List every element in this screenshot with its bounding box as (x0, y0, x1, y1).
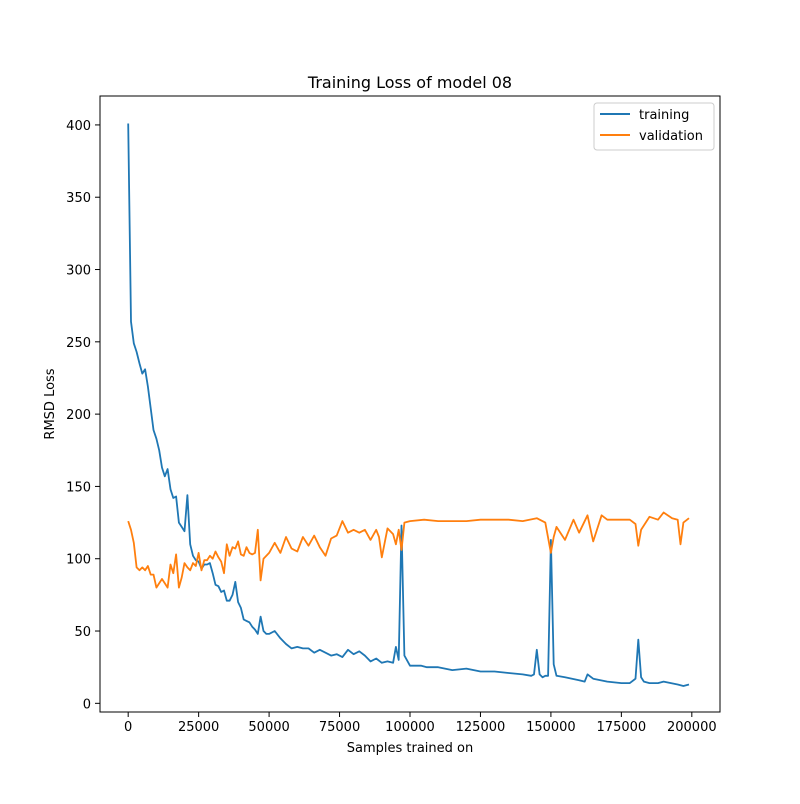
y-tick-label: 100 (66, 553, 91, 568)
series-layer (127, 123, 690, 687)
series-line-training (127, 123, 690, 687)
x-tick-label: 200000 (667, 720, 717, 735)
y-axis: 0 50 100 150 200 250 300 350 400 (66, 119, 100, 712)
y-tick-label: 150 (66, 480, 91, 495)
y-tick-label: 0 (83, 697, 91, 712)
x-tick-label: 75000 (319, 720, 360, 735)
x-tick-label: 125000 (456, 720, 506, 735)
x-tick-label: 175000 (597, 720, 647, 735)
legend-label-training: training (639, 108, 689, 123)
y-tick-label: 400 (66, 119, 91, 134)
y-tick-label: 350 (66, 191, 91, 206)
x-tick-label: 0 (124, 720, 132, 735)
x-axis: 0 25000 50000 75000 100000 125000 150000 175000… (124, 712, 717, 735)
y-tick-label: 200 (66, 408, 91, 423)
series-line-validation (127, 511, 690, 589)
x-tick-label: 100000 (385, 720, 435, 735)
legend-label-validation: validation (639, 129, 703, 144)
y-axis-label: RMSD Loss (43, 368, 58, 439)
y-tick-label: 300 (66, 264, 91, 279)
y-tick-label: 250 (66, 336, 91, 351)
chart-title: Training Loss of model 08 (307, 73, 512, 92)
x-tick-label: 50000 (248, 720, 289, 735)
x-axis-label: Samples trained on (347, 741, 473, 756)
x-tick-label: 150000 (526, 720, 576, 735)
legend: training validation (593, 102, 715, 151)
y-tick-label: 50 (74, 625, 91, 640)
x-tick-label: 25000 (178, 720, 219, 735)
